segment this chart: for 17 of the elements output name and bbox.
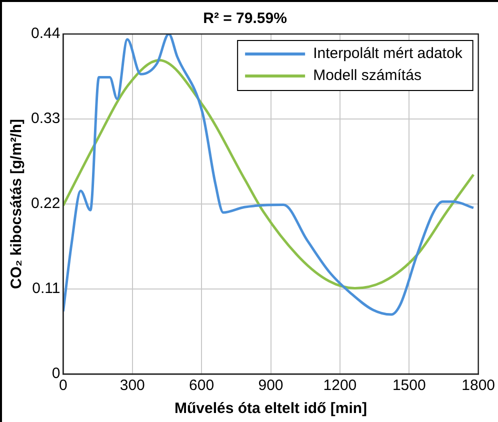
- x-tick-label: 1800: [462, 377, 496, 394]
- x-tick-label: 600: [189, 377, 214, 394]
- y-tick-label: 0: [52, 365, 60, 382]
- legend-label: Interpolált mért adatok: [313, 45, 463, 62]
- x-tick-label: 1200: [323, 377, 357, 394]
- x-tick-label: 900: [258, 377, 284, 394]
- y-tick-label: 0.33: [30, 110, 60, 128]
- x-tick-label: 1500: [392, 377, 426, 394]
- x-tick-label: 300: [120, 377, 145, 394]
- y-axis-title: CO₂ kibocsátás [g/m²/h]: [8, 118, 26, 290]
- legend-label: Modell számítás: [313, 67, 422, 84]
- line-series: [63, 34, 475, 316]
- y-tick-label: 0.11: [32, 280, 60, 298]
- chart-title: R² = 79.59%: [203, 10, 287, 28]
- x-axis-title: Művelés óta eltelt idő [min]: [174, 400, 368, 418]
- y-tick-label: 0.44: [30, 25, 60, 42]
- y-tick-label: 0.22: [30, 195, 60, 212]
